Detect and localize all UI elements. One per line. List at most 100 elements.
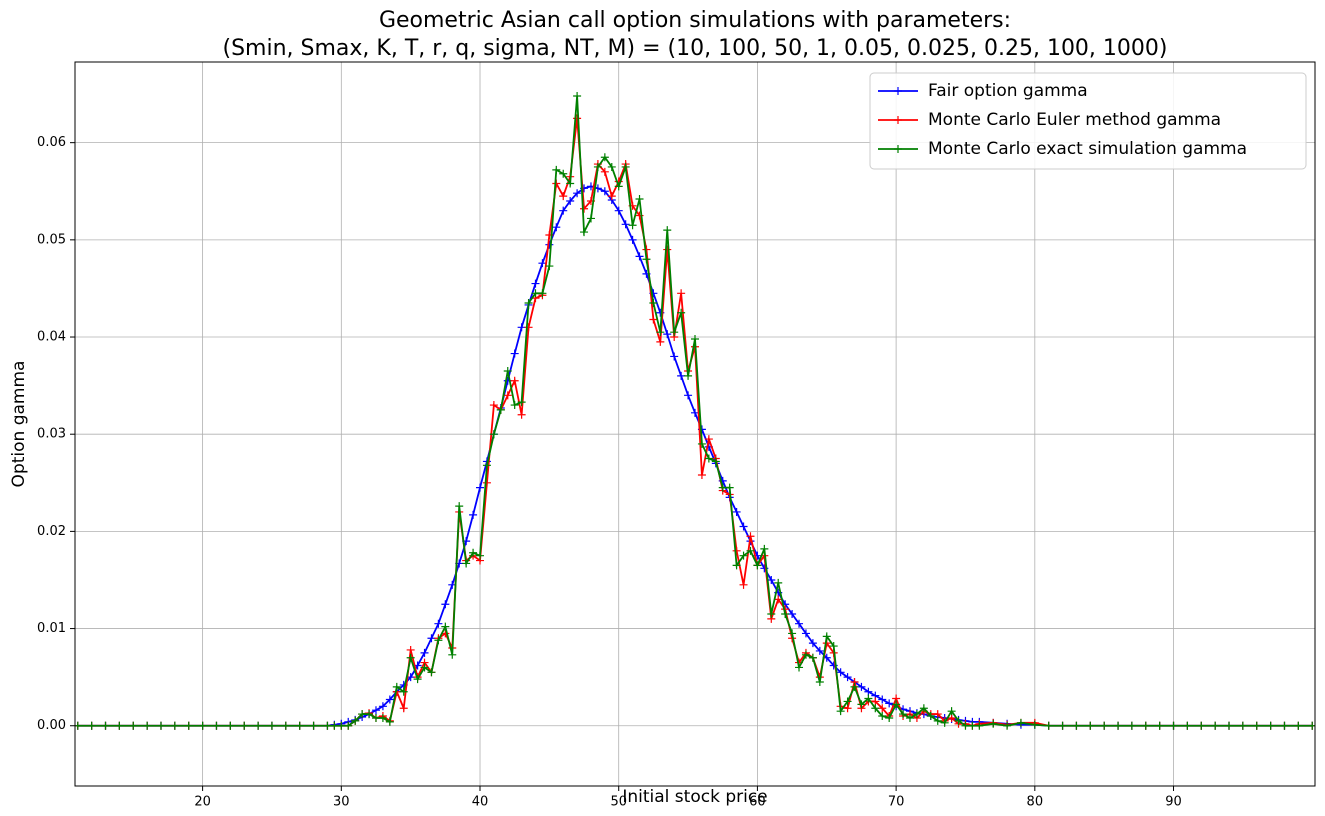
point-marker (559, 169, 568, 178)
point-marker (559, 206, 568, 215)
point-marker (649, 299, 658, 308)
point-marker (455, 502, 464, 511)
point-marker (476, 551, 485, 560)
point-marker (552, 165, 561, 174)
point-marker (427, 668, 436, 677)
point-marker (767, 575, 776, 584)
point-marker (975, 721, 984, 730)
chart-subtitle: (Smin, Smax, K, T, r, q, sigma, NT, M) =… (223, 36, 1168, 61)
point-marker (691, 408, 699, 417)
point-marker (725, 483, 734, 492)
point-marker (254, 721, 263, 730)
point-marker (677, 308, 686, 317)
point-marker (808, 653, 817, 662)
point-marker (184, 721, 193, 730)
point-marker (531, 289, 540, 298)
point-marker (704, 435, 713, 444)
point-marker (129, 721, 138, 730)
point-marker (434, 636, 443, 645)
point-marker (697, 471, 706, 480)
x-tick-label: 70 (888, 795, 905, 810)
point-marker (413, 675, 422, 684)
point-marker (739, 580, 748, 589)
point-marker (843, 673, 852, 682)
point-marker (691, 334, 699, 343)
point-marker (711, 457, 720, 466)
point-marker (337, 721, 346, 730)
point-marker (378, 702, 387, 711)
plot-frame (74, 61, 1316, 787)
point-marker (795, 663, 804, 672)
grid (75, 62, 1315, 786)
point-marker (628, 235, 637, 244)
point-marker (115, 721, 124, 730)
point-marker (1155, 721, 1164, 730)
point-marker (503, 367, 512, 376)
point-marker (788, 629, 797, 638)
point-marker (940, 718, 949, 727)
point-marker (829, 642, 838, 651)
point-marker (1058, 721, 1067, 730)
point-marker (753, 561, 762, 570)
point-marker (156, 721, 165, 730)
point-marker (365, 710, 374, 719)
point-marker (420, 663, 429, 672)
point-marker (593, 162, 602, 171)
point-marker (732, 561, 741, 570)
point-marker (1238, 721, 1247, 730)
point-marker (704, 454, 713, 463)
point-marker (718, 483, 727, 492)
point-marker (621, 220, 630, 229)
point-marker (1294, 721, 1303, 730)
x-tick-label: 90 (1165, 795, 1182, 810)
point-marker (371, 706, 380, 715)
point-marker (1266, 721, 1275, 730)
point-marker (892, 700, 901, 709)
point-marker (836, 668, 845, 677)
point-marker (1197, 721, 1206, 730)
point-marker (878, 704, 887, 713)
series-line (77, 118, 1313, 727)
point-marker (628, 221, 637, 230)
legend-box (869, 72, 1307, 170)
point-marker (635, 195, 644, 204)
point-marker (510, 401, 519, 410)
point-marker (739, 522, 748, 531)
point-marker (226, 721, 235, 730)
point-marker (385, 717, 394, 726)
legend-marker (894, 145, 902, 153)
chart-title: Geometric Asian call option simulations … (379, 8, 1011, 33)
point-marker (1072, 721, 1081, 730)
point-marker (732, 546, 741, 555)
point-marker (912, 710, 921, 719)
point-marker (545, 262, 554, 271)
point-marker (1127, 721, 1136, 730)
point-marker (538, 259, 547, 268)
point-marker (434, 619, 443, 628)
x-tick-label: 20 (194, 795, 211, 810)
point-marker (684, 371, 693, 380)
point-marker (462, 559, 471, 568)
point-marker (351, 716, 360, 725)
point-marker (1141, 721, 1150, 730)
x-tick-label: 30 (333, 795, 350, 810)
point-marker (656, 328, 665, 337)
point-marker (441, 600, 450, 609)
point-marker (1100, 721, 1109, 730)
point-marker (392, 682, 401, 691)
point-marker (600, 187, 609, 196)
point-marker (323, 721, 332, 730)
point-marker (677, 289, 686, 298)
point-marker (267, 721, 276, 730)
point-marker (600, 167, 609, 176)
x-tick-label: 80 (1027, 795, 1044, 810)
point-marker (947, 707, 956, 716)
y-tick-label: 0.02 (37, 524, 66, 539)
point-marker (795, 619, 804, 628)
point-marker (358, 710, 367, 719)
point-marker (933, 710, 942, 719)
point-marker (857, 700, 866, 709)
point-marker (496, 405, 505, 414)
point-marker (746, 546, 755, 555)
